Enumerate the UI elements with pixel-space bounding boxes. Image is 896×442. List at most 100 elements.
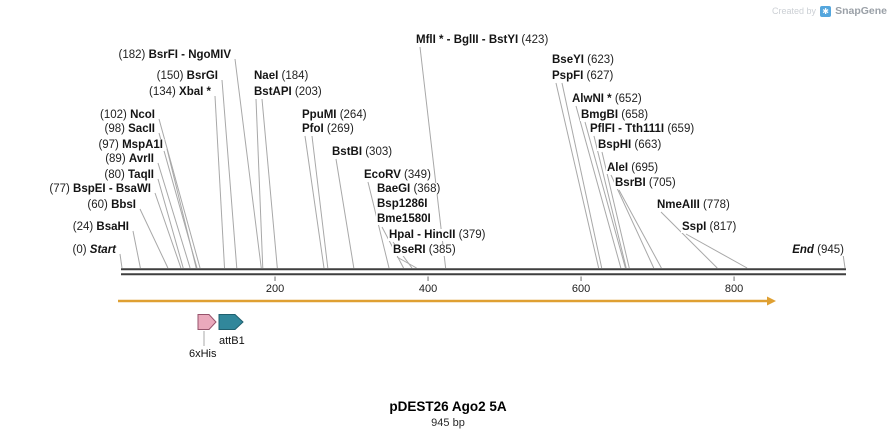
site-label-mspa1i[interactable]: (97) MspA1I xyxy=(97,139,164,151)
site-label-mfli-bglii-bstyi[interactable]: MflI * - BglII - BstYI (423) xyxy=(415,34,550,46)
site-label-bstapi[interactable]: BstAPI (203) xyxy=(253,86,323,98)
site-connector-bsrgi xyxy=(221,79,238,269)
site-label-bbsi[interactable]: (60) BbsI xyxy=(86,199,137,211)
feature-arrow-attb1[interactable] xyxy=(218,314,244,330)
site-label-naei[interactable]: NaeI (184) xyxy=(253,70,310,82)
site-name: MspA1I xyxy=(122,139,163,151)
site-name: TaqII xyxy=(128,169,154,181)
site-label-xbai[interactable]: (134) XbaI * xyxy=(147,86,212,98)
site-label-ecorv[interactable]: EcoRV (349) xyxy=(363,169,432,181)
site-label-bseyi[interactable]: BseYI (623) xyxy=(551,54,616,66)
site-label-taqii[interactable]: (80) TaqII xyxy=(103,169,155,181)
site-name: HpaI - HincII xyxy=(389,229,456,241)
site-name: BspEI - BsaWI xyxy=(73,183,151,195)
site-label-bstbi[interactable]: BstBI (303) xyxy=(331,146,394,158)
site-label-nmeaiii[interactable]: NmeAIII (778) xyxy=(656,199,731,211)
site-label-baegi[interactable]: BaeGI (368) xyxy=(376,183,442,195)
site-label-bspei-bsawi[interactable]: (77) BspEI - BsaWI xyxy=(48,183,152,195)
site-position-prefix: (89) xyxy=(105,153,129,165)
site-position-suffix: (623) xyxy=(583,54,615,66)
site-position-suffix: (368) xyxy=(410,183,441,195)
site-label-bmgbi[interactable]: BmgBI (658) xyxy=(580,109,650,121)
site-position-suffix: (423) xyxy=(518,34,549,46)
site-name: AleI xyxy=(607,162,629,174)
site-label-alwni[interactable]: AlwNI * (652) xyxy=(571,93,643,105)
site-position-suffix: (379) xyxy=(455,229,486,241)
site-label-end[interactable]: End (945) xyxy=(791,244,845,256)
site-position-prefix: (182) xyxy=(118,49,149,61)
site-position-suffix: (663) xyxy=(631,139,662,151)
site-position-prefix: (98) xyxy=(104,123,129,135)
sequence-length: 945 bp xyxy=(431,417,465,429)
site-connector-pflfi-tth111i xyxy=(593,135,627,269)
site-label-sacii[interactable]: (98) SacII xyxy=(103,123,156,135)
site-position-prefix: (97) xyxy=(98,139,123,151)
ruler-tick-label-800: 800 xyxy=(724,283,744,295)
site-label-bsahi[interactable]: (24) BsaHI xyxy=(71,221,130,233)
site-label-alei[interactable]: AleI (695) xyxy=(606,162,660,174)
site-connector-bseri xyxy=(396,256,417,269)
site-name: PspFI xyxy=(552,70,584,82)
site-position-prefix: (102) xyxy=(100,109,131,121)
site-position-suffix: (817) xyxy=(706,221,737,233)
site-label-avrii[interactable]: (89) AvrII xyxy=(104,153,155,165)
site-position-suffix: (349) xyxy=(400,169,431,181)
site-position-suffix: (303) xyxy=(362,146,393,158)
site-name: BbsI xyxy=(111,199,136,211)
site-name: BstAPI xyxy=(254,86,292,98)
site-label-sspi[interactable]: SspI (817) xyxy=(681,221,738,233)
site-label-bsphi[interactable]: BspHI (663) xyxy=(597,139,663,151)
site-connector-bsrbi xyxy=(618,189,662,269)
feature-label-attb1[interactable]: attB1 xyxy=(219,335,245,347)
site-name: EcoRV xyxy=(364,169,401,181)
site-position-suffix: (945) xyxy=(813,244,844,256)
site-position-prefix: (24) xyxy=(72,221,97,233)
site-label-bme1580i[interactable]: Bme1580I xyxy=(376,213,432,225)
watermark-created-by: Created by xyxy=(772,6,817,16)
site-name: AvrII xyxy=(128,153,154,165)
site-position-prefix: (150) xyxy=(156,70,187,82)
site-position-suffix: (269) xyxy=(323,123,354,135)
site-label-hpai-hincii[interactable]: HpaI - HincII (379) xyxy=(388,229,487,241)
site-connector-bstapi xyxy=(261,98,278,269)
site-label-start[interactable]: (0) Start xyxy=(71,244,117,256)
feature-label-6xhis[interactable]: 6xHis xyxy=(189,348,217,360)
site-name: NaeI xyxy=(254,70,279,82)
site-position-suffix: (627) xyxy=(583,70,614,82)
site-label-pspfi[interactable]: PspFI (627) xyxy=(551,70,615,82)
site-name: SacII xyxy=(128,123,155,135)
site-name: BsrFI - NgoMIV xyxy=(148,49,231,61)
feature-arrow-6xhis[interactable] xyxy=(197,314,217,330)
site-name: BseRI xyxy=(393,244,426,256)
site-label-pfoi[interactable]: PfoI (269) xyxy=(301,123,355,135)
site-connector-alei xyxy=(610,174,655,269)
site-name: BsrBI xyxy=(615,177,646,189)
site-label-bsp1286i[interactable]: Bsp1286I xyxy=(376,198,429,210)
site-label-bsrfi-ngomiv[interactable]: (182) BsrFI - NgoMIV xyxy=(117,49,232,61)
site-position-suffix: (652) xyxy=(611,93,642,105)
site-position-suffix: (658) xyxy=(618,109,649,121)
site-connector-ncoi xyxy=(158,118,201,269)
ruler-tick-label-600: 600 xyxy=(571,283,591,295)
site-connector-taqii xyxy=(157,178,184,269)
site-name: BaeGI xyxy=(377,183,411,195)
site-label-ppumi[interactable]: PpuMI (264) xyxy=(301,109,368,121)
site-name: MflI * - BglII - BstYI xyxy=(416,34,519,46)
site-connector-bseyi xyxy=(555,82,600,269)
site-connector-avrii xyxy=(157,162,191,269)
site-connector-bbsi xyxy=(139,208,169,269)
site-label-ncoi[interactable]: (102) NcoI xyxy=(99,109,156,121)
site-connector-bsahi xyxy=(132,230,141,269)
site-position-suffix: (264) xyxy=(336,109,367,121)
site-label-bseri[interactable]: BseRI (385) xyxy=(392,244,457,256)
site-connector-pfoi xyxy=(311,135,329,269)
site-name: Bsp1286I xyxy=(377,198,428,210)
site-label-bsrgi[interactable]: (150) BsrGI xyxy=(155,70,219,82)
site-name: BspHI xyxy=(598,139,632,151)
site-name: Start xyxy=(89,244,116,256)
site-name: BmgBI xyxy=(581,109,619,121)
site-label-bsrbi[interactable]: BsrBI (705) xyxy=(614,177,677,189)
site-position-suffix: (203) xyxy=(291,86,322,98)
site-label-pflfi-tth111i[interactable]: PflFI - Tth111I (659) xyxy=(589,123,696,135)
